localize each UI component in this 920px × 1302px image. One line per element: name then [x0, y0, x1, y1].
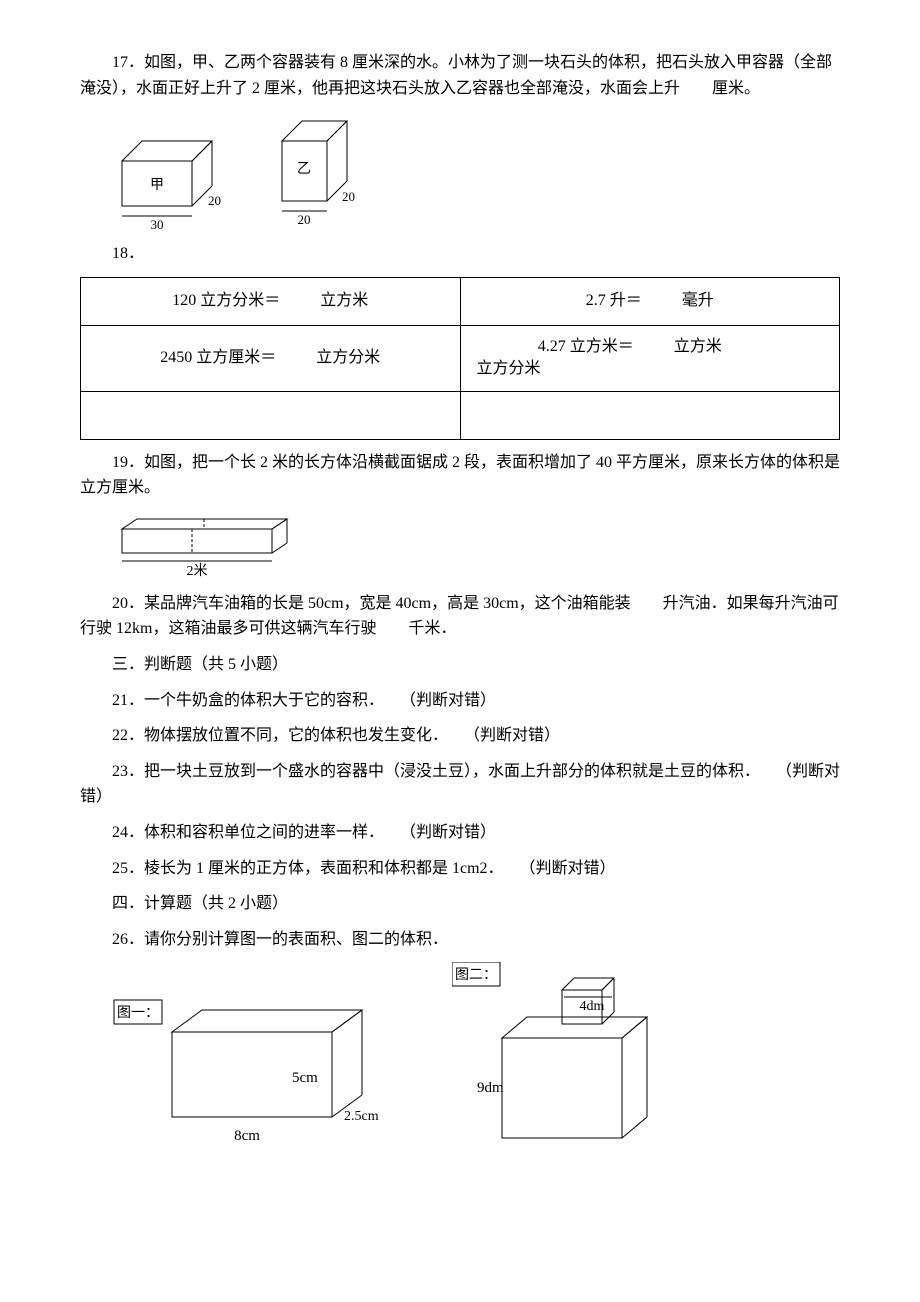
q18-table: 120 立方分米＝ 立方米 2.7 升＝ 毫升 2450 立方厘米＝ 立方分米 4.2… — [80, 277, 840, 440]
q18-r1c2b: 毫升 — [682, 292, 714, 309]
q17-a-label: 甲 — [150, 178, 164, 193]
q18-r2c2b: 立方米 — [674, 338, 722, 355]
q17-text: 17．如图，甲、乙两个容器装有 8 厘米深的水。小林为了测一块石头的体积，把石头… — [80, 50, 840, 101]
q17-a-w: 30 — [151, 217, 164, 231]
q26-fig2: 图二： 4dm 9dm — [452, 962, 692, 1162]
fig1-w: 8cm — [234, 1128, 260, 1144]
q17-b-d: 20 — [342, 189, 355, 204]
q22: 22．物体摆放位置不同，它的体积也发生变化． （判断对错） — [112, 723, 840, 749]
q21: 21．一个牛奶盒的体积大于它的容积． （判断对错） — [112, 688, 840, 714]
q19-fig-label: 2米 — [187, 563, 208, 579]
section3-title: 三．判断题（共 5 小题） — [112, 652, 840, 678]
q26-fig1: 图一： 5cm 2.5cm 8cm — [112, 992, 392, 1162]
fig1-d: 2.5cm — [344, 1109, 379, 1124]
q18-num: 18． — [112, 241, 840, 267]
q18-r2c1a: 2450 立方厘米＝ — [160, 349, 276, 366]
q19-figure: 2米 — [112, 511, 840, 581]
fig1-h: 5cm — [292, 1070, 318, 1086]
q24: 24．体积和容积单位之间的进率一样． （判断对错） — [112, 820, 840, 846]
q26-figures: 图一： 5cm 2.5cm 8cm 图二： 4dm 9dm — [112, 962, 840, 1162]
q23: 23．把一块土豆放到一个盛水的容器中（浸没土豆），水面上升部分的体积就是土豆的体… — [80, 759, 840, 810]
fig2-small: 4dm — [580, 999, 605, 1014]
q26: 26．请你分别计算图一的表面积、图二的体积． — [112, 927, 840, 953]
q19-text: 19．如图，把一个长 2 米的长方体沿横截面锯成 2 段，表面积增加了 40 平… — [80, 450, 840, 501]
fig2-big: 9dm — [477, 1080, 504, 1096]
q17-figure: 甲 30 20 乙 20 20 — [112, 111, 840, 231]
q20-text: 20．某品牌汽车油箱的长是 50cm，宽是 40cm，高是 30cm，这个油箱能… — [80, 591, 840, 642]
q18-r1c2a: 2.7 升＝ — [586, 292, 642, 309]
q18-r2c2a: 4.27 立方米＝ — [538, 338, 634, 355]
fig2-title: 图二： — [455, 968, 497, 983]
section4-title: 四．计算题（共 2 小题） — [112, 891, 840, 917]
q17-b-label: 乙 — [297, 161, 311, 177]
fig1-title: 图一： — [117, 1006, 159, 1021]
q18-r1c1a: 120 立方分米＝ — [172, 292, 280, 309]
q17-a-d: 20 — [208, 193, 221, 208]
q17-b-w: 20 — [298, 212, 311, 227]
q18-r2c2c: 立方分米 — [477, 360, 541, 377]
q18-r1c1b: 立方米 — [320, 292, 368, 309]
q17-box-b: 乙 20 20 — [272, 111, 382, 231]
q17-box-a: 甲 30 20 — [112, 121, 242, 231]
q25: 25．棱长为 1 厘米的正方体，表面积和体积都是 1cm2． （判断对错） — [112, 856, 840, 882]
q18-r2c1b: 立方分米 — [316, 349, 380, 366]
